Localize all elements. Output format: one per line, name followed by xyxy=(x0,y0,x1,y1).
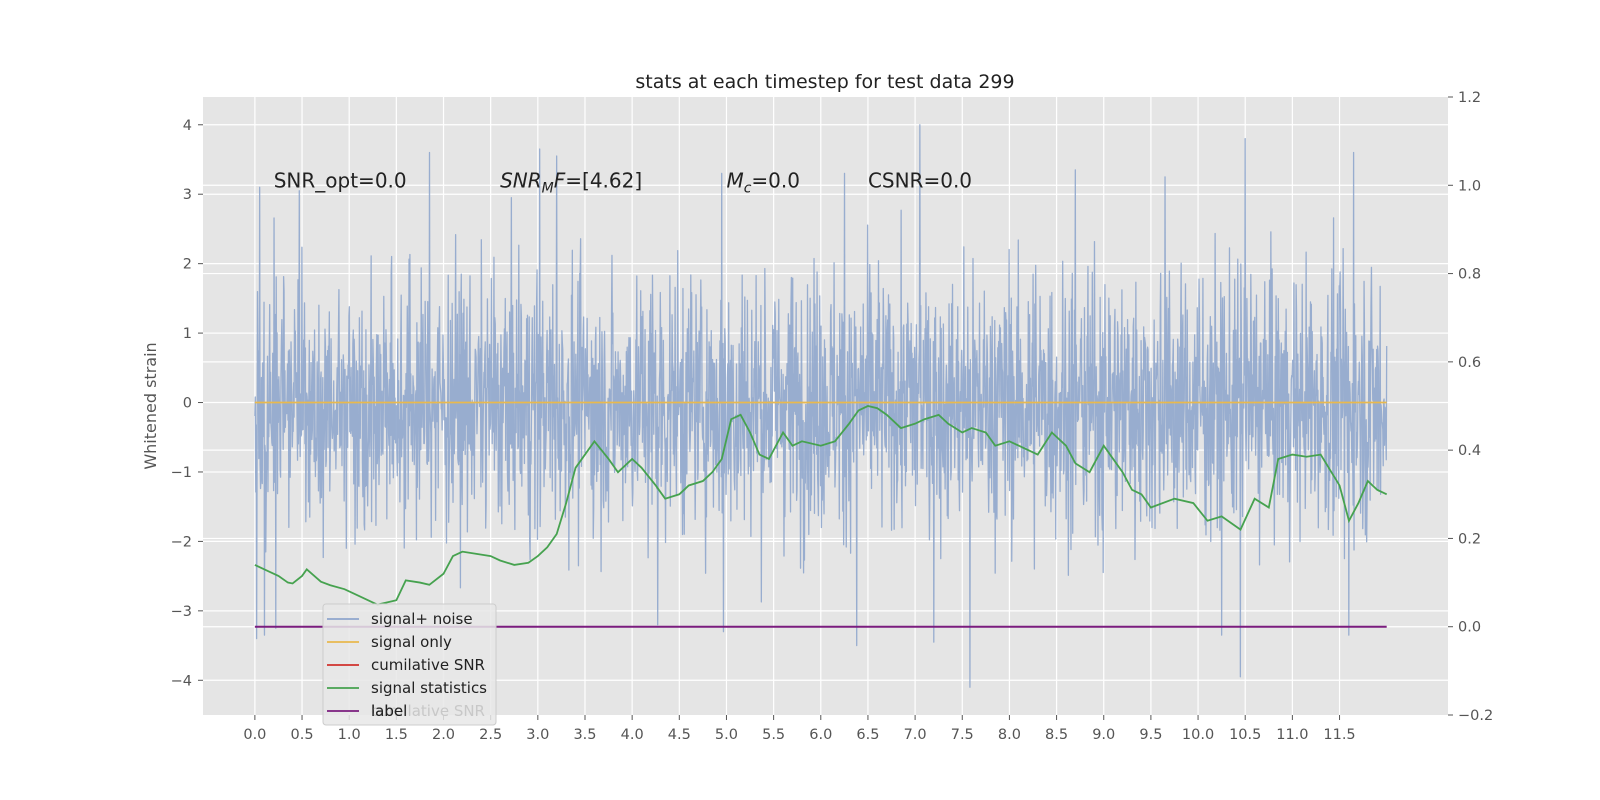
legend-label: signal+ noise xyxy=(371,610,473,628)
x-tick-label: 4.0 xyxy=(621,727,644,743)
x-tick-label: 8.0 xyxy=(998,727,1021,743)
legend-label: cumilative SNR xyxy=(371,656,485,674)
y2-tick-label: 0.6 xyxy=(1458,355,1481,371)
y2-tick-label: −0.2 xyxy=(1458,708,1493,724)
axes: 0.0 0.5 1.0 1.5 2.0 2.5 3.0 3.5 4.0 4.5 5.0 5.5 6.0 6… xyxy=(171,90,1494,743)
stat-annotation-3: Mc=0.0 xyxy=(726,168,800,196)
x-tick-label: 2.0 xyxy=(432,727,455,743)
x-tick-label: 1.5 xyxy=(385,727,408,743)
y-tick-label: −3 xyxy=(171,604,192,620)
y2-tick-label: 0.4 xyxy=(1458,443,1481,459)
x-tick-label: 11.5 xyxy=(1323,727,1355,743)
legend-box xyxy=(322,603,497,726)
x-tick-label: 3.5 xyxy=(573,727,596,743)
x-tick-label: 7.5 xyxy=(951,727,974,743)
x-tick-label: 2.5 xyxy=(479,727,502,743)
x-tick-label: 9.0 xyxy=(1092,727,1115,743)
x-tick-label: 0.5 xyxy=(291,727,314,743)
x-tick-label: 9.5 xyxy=(1139,727,1162,743)
y2-tick-label: 1.2 xyxy=(1458,90,1481,106)
y-tick-label: −2 xyxy=(171,534,192,550)
x-tick-label: 6.5 xyxy=(856,727,879,743)
chart-title: stats at each timestep for test data 299 xyxy=(635,71,1014,93)
x-tick-label: 10.0 xyxy=(1182,727,1214,743)
y-axis-label: Whitened strain xyxy=(141,342,160,469)
annotations: SNR_opt=0.0 SNRMF=[4.62] Mc=0.0 CSNR=0.0 xyxy=(274,168,972,196)
y-tick-label: −1 xyxy=(171,465,192,481)
x-tick-label: 7.0 xyxy=(904,727,927,743)
y-tick-label: 2 xyxy=(183,257,192,273)
x-tick-label: 4.5 xyxy=(668,727,691,743)
legend-label: label xyxy=(371,702,407,720)
x-tick-label: 5.5 xyxy=(762,727,785,743)
legend: signal+ noise signal only cumilative SNR si… xyxy=(322,603,497,726)
signal-noise-line xyxy=(254,124,1388,688)
y-tick-label: 0 xyxy=(183,396,192,412)
x-tick-label: 0.0 xyxy=(243,727,266,743)
y-tick-label: 4 xyxy=(183,118,192,134)
stat-annotation-4: CSNR=0.0 xyxy=(868,168,972,192)
signal-noise-series xyxy=(254,124,1388,688)
stat-annotation-2: SNRMF=[4.62] xyxy=(500,168,642,196)
legend-label: signal only xyxy=(371,633,452,651)
x-tick-label: 11.0 xyxy=(1276,727,1308,743)
x-tick-label: 3.0 xyxy=(526,727,549,743)
y2-tick-label: 0.2 xyxy=(1458,531,1481,547)
y-tick-label: 1 xyxy=(183,326,192,342)
y2-tick-label: 0.8 xyxy=(1458,267,1481,283)
y2-tick-label: 1.0 xyxy=(1458,178,1481,194)
stat-annotation-1: SNR_opt=0.0 xyxy=(274,168,407,192)
x-tick-label: 8.5 xyxy=(1045,727,1068,743)
y-tick-label: −4 xyxy=(171,673,192,689)
x-tick-label: 5.0 xyxy=(715,727,738,743)
x-tick-label: 10.5 xyxy=(1229,727,1261,743)
legend-label: label xyxy=(371,702,407,720)
legend-label: signal statistics xyxy=(371,679,487,697)
signal-statistics-line xyxy=(254,405,1388,606)
x-tick-label: 6.0 xyxy=(809,727,832,743)
x-tick-label: 1.0 xyxy=(338,727,361,743)
legend-ghost-text: cumilative SNR xyxy=(371,702,485,720)
y2-tick-label: 0.0 xyxy=(1458,620,1481,636)
y-tick-label: 3 xyxy=(183,187,192,203)
